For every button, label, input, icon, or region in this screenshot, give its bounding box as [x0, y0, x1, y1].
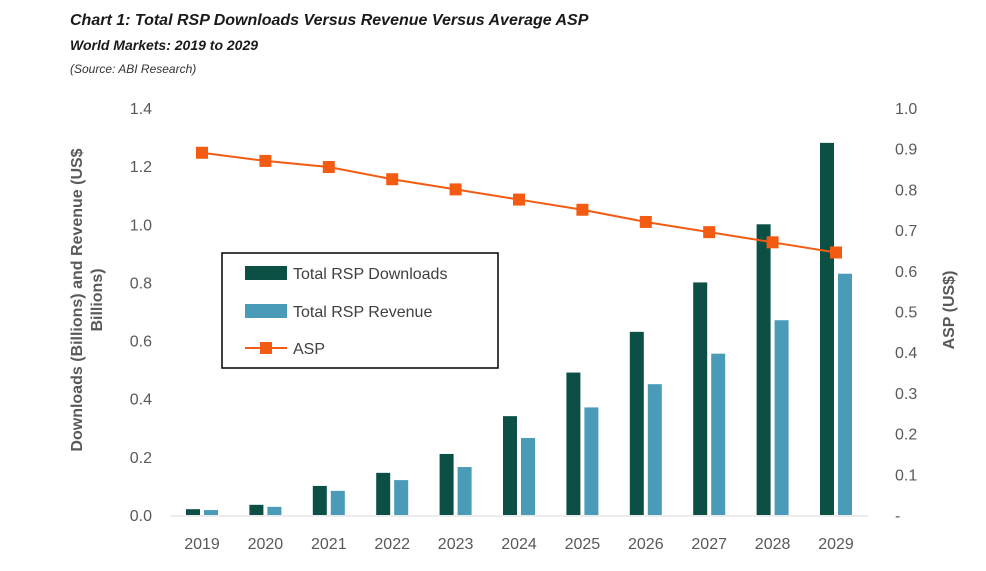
asp-marker	[196, 146, 208, 159]
bar-revenue	[204, 510, 218, 515]
bar-revenue	[330, 490, 345, 515]
y2-axis-label: ASP (US$)	[941, 271, 958, 350]
x-tick-label: 2021	[311, 536, 347, 553]
bar-downloads	[566, 372, 581, 515]
y2-tick-label: 0.7	[895, 223, 917, 240]
x-tick-label: 2026	[628, 536, 664, 553]
y-tick-label: 0.6	[130, 334, 152, 351]
y-tick-label: 0.2	[130, 450, 152, 467]
bar-downloads	[820, 142, 834, 515]
asp-marker	[639, 215, 652, 228]
asp-marker	[830, 246, 842, 259]
bar-revenue	[457, 467, 472, 515]
legend-swatch-downloads	[245, 266, 287, 280]
asp-marker	[513, 193, 525, 206]
x-tick-label: 2023	[438, 536, 474, 553]
asp-marker	[766, 236, 779, 249]
bar-revenue	[394, 480, 409, 515]
asp-marker	[703, 226, 716, 239]
y-tick-label: 0.8	[130, 275, 152, 292]
y2-tick-label: 0.3	[895, 386, 917, 403]
y2-tick-label: 0.1	[895, 467, 917, 484]
y2-tick-label: 0.4	[895, 345, 917, 362]
bar-revenue	[267, 506, 282, 515]
y2-tick-label: 1.0	[895, 101, 917, 118]
chart-subtitle: World Markets: 2019 to 2029	[70, 37, 259, 53]
y-tick-label: 1.4	[130, 101, 152, 118]
bar-revenue	[711, 353, 726, 515]
bar-revenue	[647, 384, 662, 515]
x-tick-label: 2020	[248, 536, 284, 553]
y-tick-label: 0.0	[130, 508, 152, 525]
bar-revenue	[838, 273, 852, 515]
y-axis-label: Downloads (Billions) and Revenue (US$ Bil…	[69, 148, 106, 451]
y2-tick-label: 0.2	[895, 427, 917, 444]
y-tick-label: 1.0	[130, 217, 152, 234]
x-tick-label: 2024	[501, 536, 537, 553]
bar-downloads	[629, 331, 644, 515]
x-tick-label: 2029	[818, 536, 854, 553]
legend-marker-asp	[260, 342, 272, 354]
bar-downloads	[756, 224, 771, 516]
asp-marker	[322, 161, 335, 174]
legend-label-revenue: Total RSP Revenue	[293, 304, 432, 321]
x-tick-label: 2028	[755, 536, 791, 553]
legend-label-asp: ASP	[293, 341, 325, 358]
y2-tick-label: 0.6	[895, 264, 917, 281]
bar-downloads	[249, 504, 264, 515]
asp-marker	[449, 183, 462, 196]
chart-source: (Source: ABI Research)	[70, 62, 197, 76]
bar-downloads	[186, 509, 200, 515]
y2-tick-label: -	[895, 508, 900, 525]
x-tick-label: 2022	[374, 536, 410, 553]
legend-label-downloads: Total RSP Downloads	[293, 266, 447, 283]
bar-revenue	[774, 320, 789, 515]
bar-downloads	[693, 282, 708, 515]
bar-downloads	[503, 416, 517, 515]
bar-revenue	[584, 407, 599, 515]
bar-revenue	[521, 437, 535, 515]
asp-marker	[386, 173, 399, 186]
asp-marker	[576, 203, 589, 216]
chart-title: Chart 1: Total RSP Downloads Versus Reve…	[70, 12, 589, 29]
bar-downloads	[376, 472, 391, 515]
bar-downloads	[439, 453, 454, 515]
x-tick-label: 2019	[184, 536, 220, 553]
asp-marker	[259, 154, 272, 167]
y2-tick-label: 0.5	[895, 305, 917, 322]
y2-tick-label: 0.8	[895, 182, 917, 199]
legend-swatch-revenue	[245, 304, 287, 318]
x-tick-label: 2025	[565, 536, 601, 553]
x-tick-label: 2027	[691, 536, 727, 553]
bar-downloads	[312, 485, 327, 515]
y2-tick-label: 0.9	[895, 142, 917, 159]
y-tick-label: 1.2	[130, 159, 152, 176]
y-tick-label: 0.4	[130, 392, 152, 409]
